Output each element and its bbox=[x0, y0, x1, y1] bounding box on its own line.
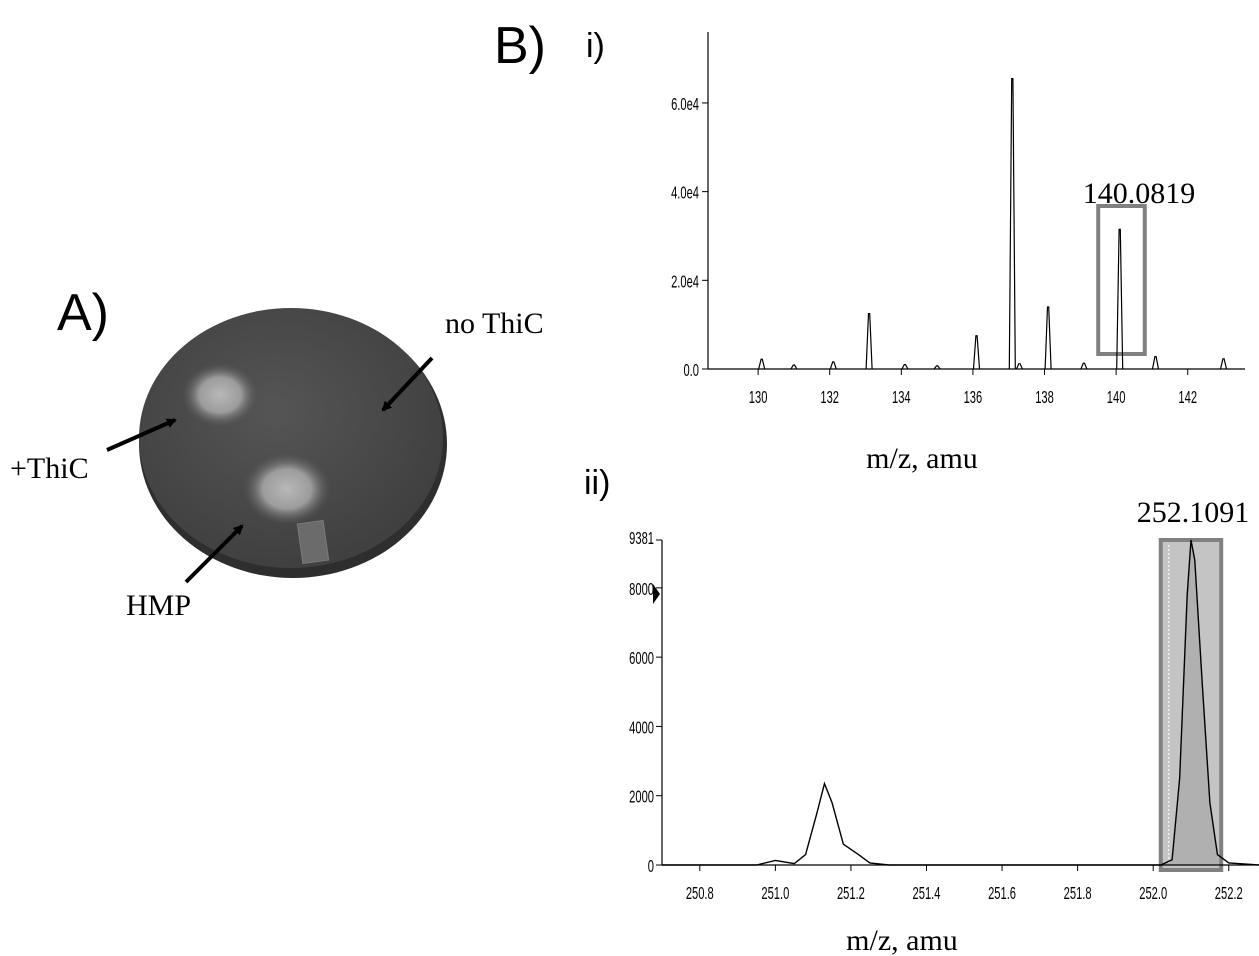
x-tick-label-i-2: 134 bbox=[892, 387, 911, 407]
peak-13 bbox=[1219, 358, 1228, 370]
y-tick-label-ii-5: 9381 bbox=[629, 528, 654, 548]
peak-label-i: 140.0819 bbox=[1083, 177, 1196, 210]
y-tick-label-ii-0: 0 bbox=[648, 856, 654, 876]
x-tick-label-ii-5: 251.8 bbox=[1064, 883, 1092, 903]
x-tick-label-ii-0: 250.8 bbox=[686, 883, 714, 903]
x-axis-title-ii: m/z, amu bbox=[846, 924, 958, 956]
plus-thic-label: +ThiC bbox=[10, 452, 89, 485]
x-tick-label-ii-7: 252.2 bbox=[1215, 883, 1243, 903]
y-tick-label-i-1: 2.0e4 bbox=[671, 272, 699, 292]
peak-8 bbox=[1015, 363, 1024, 370]
peak-5 bbox=[933, 365, 941, 370]
y-tick-label-i-0: 0.0 bbox=[683, 360, 699, 380]
x-tick-label-i-1: 132 bbox=[820, 387, 839, 407]
y-tick-label-ii-1: 2000 bbox=[629, 787, 654, 807]
peak-label-ii: 252.1091 bbox=[1137, 496, 1250, 529]
peak-4 bbox=[901, 363, 909, 370]
y-tick-label-i-3: 6.0e4 bbox=[671, 94, 699, 114]
x-tick-label-ii-2: 251.2 bbox=[837, 883, 865, 903]
peak-7 bbox=[1008, 77, 1016, 370]
spectrum-i: 130 132 134 136 138 140 142 0.0 2.0e4 4.0e4 6.0e4… bbox=[671, 32, 1245, 475]
no-thic-arrow bbox=[381, 356, 434, 412]
hmp-arrow bbox=[184, 524, 244, 584]
y-tick-label-ii-3: 6000 bbox=[629, 649, 654, 669]
hmp-growth-spot bbox=[243, 453, 331, 525]
axis-marker-icon bbox=[653, 584, 660, 604]
panel-b-letter: B) bbox=[494, 17, 546, 75]
x-tick-label-ii-1: 251.0 bbox=[761, 883, 789, 903]
panel-a-letter: A) bbox=[57, 284, 109, 342]
peak-area-ii bbox=[1160, 540, 1222, 865]
no-thic-label: no ThiC bbox=[445, 307, 544, 340]
plate-surface bbox=[139, 308, 443, 568]
x-axis-title-i: m/z, amu bbox=[866, 442, 978, 475]
plate-arrows bbox=[106, 356, 434, 584]
thic-arrow bbox=[106, 418, 177, 452]
y-tick-label-ii-4: 8000 bbox=[629, 579, 654, 599]
peak-9 bbox=[1044, 306, 1052, 370]
panel-a: A) +ThiC no ThiC HMP bbox=[10, 284, 544, 622]
x-tick-label-ii-4: 251.6 bbox=[988, 883, 1016, 903]
x-tick-label-i-4: 138 bbox=[1035, 387, 1054, 407]
x-tick-label-i-0: 130 bbox=[749, 387, 768, 407]
panel-b: B) i) ii) 130 132 134 136 138 140 142 0.0 2.0e4… bbox=[494, 17, 1259, 956]
hmp-label: HMP bbox=[126, 589, 191, 622]
peak-10 bbox=[1080, 362, 1088, 370]
x-tick-label-i-3: 136 bbox=[964, 387, 983, 407]
subpanel-ii-letter: ii) bbox=[584, 464, 610, 502]
x-tick-label-i-5: 140 bbox=[1107, 387, 1126, 407]
peak-3 bbox=[865, 312, 873, 370]
x-tick-label-ii-3: 251.4 bbox=[913, 883, 941, 903]
x-tick-label-i-6: 142 bbox=[1178, 387, 1197, 407]
y-tick-label-i-2: 4.0e4 bbox=[671, 183, 699, 203]
peak-6 bbox=[972, 335, 981, 370]
x-tick-label-ii-6: 252.0 bbox=[1139, 883, 1167, 903]
agar-plate bbox=[139, 308, 447, 578]
spectrum-ii: 250.8 251.0 251.2 251.4 251.6 251.8 252.0 252.2… bbox=[629, 496, 1259, 956]
highlight-box-i bbox=[1096, 204, 1147, 356]
peak-11 bbox=[1116, 228, 1124, 370]
y-tick-label-ii-2: 4000 bbox=[629, 718, 654, 738]
peak-2 bbox=[829, 361, 837, 370]
hmp-disc bbox=[296, 519, 330, 565]
peak-1 bbox=[790, 364, 798, 370]
thic-growth-spot bbox=[182, 363, 258, 427]
peak-0 bbox=[758, 358, 766, 370]
subpanel-i-letter: i) bbox=[586, 27, 605, 65]
peak-12 bbox=[1151, 355, 1160, 370]
